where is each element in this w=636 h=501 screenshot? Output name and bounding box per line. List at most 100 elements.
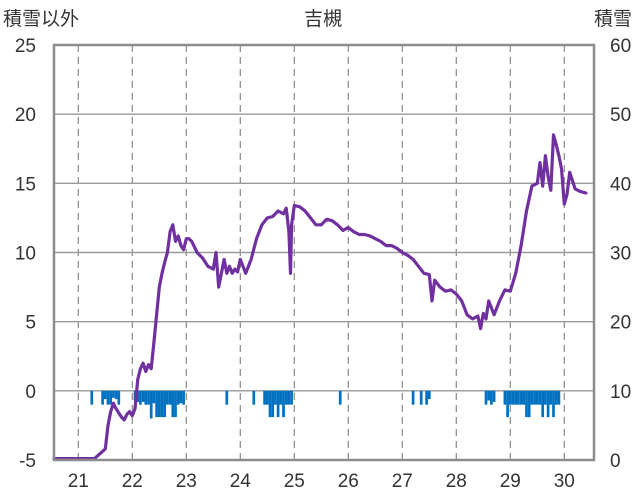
left-tick-label: 10 <box>15 244 36 265</box>
right-tick-label: 60 <box>610 36 631 57</box>
bar <box>263 390 266 405</box>
right-axis-label: 積雪 <box>594 8 632 30</box>
bar-series <box>90 390 561 419</box>
bar <box>225 390 229 405</box>
bar <box>506 390 509 418</box>
bar <box>554 390 558 405</box>
x-tick-label: 24 <box>230 471 252 492</box>
left-tick-label: -5 <box>19 451 36 472</box>
right-tick-label: 40 <box>610 174 631 195</box>
bar <box>487 390 491 401</box>
left-tick-label: 0 <box>25 382 36 403</box>
bar <box>163 390 167 418</box>
x-tick-label: 30 <box>554 471 575 492</box>
bar <box>338 390 342 405</box>
bar <box>174 390 177 418</box>
bar <box>157 390 161 418</box>
bar <box>282 390 285 418</box>
bar <box>147 390 150 405</box>
bar <box>533 390 536 405</box>
x-tick-label: 29 <box>500 471 521 492</box>
bar <box>166 390 169 405</box>
bar <box>492 390 496 402</box>
bar <box>171 390 175 418</box>
bar <box>508 390 512 405</box>
bar <box>284 390 288 405</box>
bar <box>419 390 423 405</box>
series-line <box>52 133 588 461</box>
right-tick-label: 30 <box>610 244 631 265</box>
line-series <box>52 133 588 461</box>
bar <box>287 390 291 405</box>
bar <box>525 390 528 418</box>
x-tick-label: 28 <box>446 471 467 492</box>
chart-title: 吉槻 <box>304 8 342 30</box>
bar <box>109 390 113 405</box>
bar <box>141 390 145 402</box>
bar <box>106 390 110 405</box>
bar <box>544 390 547 405</box>
x-tick-label: 21 <box>68 471 89 492</box>
bar <box>552 390 555 418</box>
bar <box>490 390 493 405</box>
x-tick-label: 27 <box>392 471 413 492</box>
bar <box>168 390 172 405</box>
bar <box>541 390 545 418</box>
bar <box>290 390 293 405</box>
left-tick-label: 15 <box>15 174 36 195</box>
bar <box>114 390 118 400</box>
bar <box>549 390 553 405</box>
x-tick-label: 23 <box>176 471 197 492</box>
bar <box>160 390 164 418</box>
bar <box>155 390 158 418</box>
bar <box>530 390 534 405</box>
x-axis-ticks: 21 22 23 24 25 26 27 28 29 30 <box>68 471 575 492</box>
left-tick-label: 20 <box>15 105 36 126</box>
bar <box>101 390 104 405</box>
bar <box>425 390 428 405</box>
x-tick-label: 22 <box>122 471 143 492</box>
left-axis-label: 積雪以外 <box>3 8 79 30</box>
plot-frame <box>52 43 596 462</box>
bar <box>274 390 277 405</box>
bar <box>538 390 542 405</box>
bar <box>276 390 280 418</box>
bar <box>152 390 156 404</box>
bar <box>103 390 107 400</box>
bar <box>427 390 431 400</box>
bar <box>484 390 488 405</box>
bar <box>149 390 153 419</box>
x-tick-label: 26 <box>338 471 359 492</box>
bar <box>503 390 507 405</box>
left-tick-label: 25 <box>15 36 36 57</box>
right-tick-label: 10 <box>610 382 631 403</box>
right-tick-label: 0 <box>610 451 621 472</box>
bar <box>265 390 269 405</box>
right-axis-ticks: 60 50 40 30 20 10 0 <box>610 36 631 472</box>
bar <box>117 390 121 405</box>
bar <box>144 390 148 405</box>
right-tick-label: 50 <box>610 105 631 126</box>
bar <box>557 390 561 405</box>
bar <box>139 390 142 405</box>
x-tick-label: 25 <box>284 471 305 492</box>
left-axis-ticks: 25 20 15 10 5 0 -5 <box>15 36 36 472</box>
bar <box>271 390 275 418</box>
bar <box>546 390 550 418</box>
bar <box>514 390 518 405</box>
right-tick-label: 20 <box>610 313 631 334</box>
bar <box>176 390 180 405</box>
bar <box>279 390 283 405</box>
bar <box>527 390 531 418</box>
bar <box>522 390 526 405</box>
bar <box>511 390 515 405</box>
bar <box>268 390 272 418</box>
bar <box>517 390 520 405</box>
bar <box>535 390 539 405</box>
left-tick-label: 5 <box>25 313 36 334</box>
bar <box>252 390 256 405</box>
bar <box>112 390 115 398</box>
bar <box>179 390 183 404</box>
bar <box>90 390 94 405</box>
